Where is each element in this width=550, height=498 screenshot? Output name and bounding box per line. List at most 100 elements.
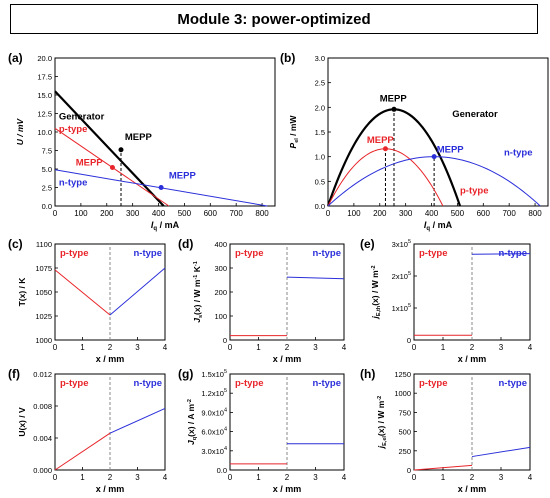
x-axis-label: Iq / mA (151, 220, 180, 232)
y-tick-label: 1000 (35, 336, 52, 345)
annotation-label: MEPP (380, 93, 408, 104)
x-tick-label: 3 (135, 343, 140, 352)
panel-letter: (g) (178, 367, 193, 381)
mepp-point (109, 165, 115, 171)
y-tick-label: 1050 (35, 288, 52, 297)
x-axis-label-main: x / mm (458, 484, 487, 494)
x-tick-label: 4 (342, 473, 347, 482)
annotation-label: Generator (452, 109, 498, 120)
x-tick-label: 2 (470, 343, 475, 352)
y-axis-label-unit: (x) / W m (192, 279, 202, 315)
y-tick-label: 0.012 (33, 370, 52, 379)
x-tick-label: 1 (80, 473, 85, 482)
y-axis-label-unit: (x) / A m (186, 404, 196, 437)
y-tick-mantissa: 15.0 (37, 91, 52, 100)
y-tick-label: 0.008 (33, 402, 52, 411)
y-tick-label: 10.0 (37, 128, 52, 137)
panel-letter: (f) (8, 367, 20, 381)
y-tick-label: 300 (214, 264, 227, 273)
y-tick-mantissa: 1100 (36, 240, 52, 249)
region-label-n-type: n-type (499, 248, 528, 259)
y-tick-label: 1x105 (392, 303, 411, 313)
y-tick-label: 1100 (36, 240, 52, 249)
y-axis-label-main: T(x) / K (17, 277, 27, 307)
y-tick-mantissa: 2.5 (315, 79, 325, 88)
region-label-n-type: n-type (134, 378, 163, 389)
y-axis-label-sub: E,el (382, 436, 388, 446)
y-axis-label-tail: K (192, 265, 202, 274)
y-tick-label: 200 (214, 288, 227, 297)
annotation-label: n-type (59, 177, 88, 188)
y-tick-mantissa: 0.0 (217, 466, 227, 475)
x-tick-label: 600 (204, 209, 218, 218)
region-label-p-type: p-type (235, 378, 264, 389)
region-label-p-type: p-type (60, 248, 89, 259)
region-label-n-type: n-type (134, 248, 163, 259)
x-tick-label: 1 (256, 343, 261, 352)
y-tick-mantissa: 3.0 (315, 54, 325, 63)
y-tick-mantissa: 12.5 (37, 110, 52, 119)
annotation-label: Generator (59, 111, 105, 122)
y-tick-mantissa: 2.5 (42, 184, 52, 193)
y-tick-mantissa: 5.0 (42, 165, 52, 174)
y-tick-mantissa: 0 (407, 466, 411, 475)
x-tick-label: 2 (470, 473, 475, 482)
y-tick-label: 1000 (394, 389, 411, 398)
y-tick-mantissa: 2.0 (315, 103, 325, 112)
y-axis-label-main: P (288, 142, 298, 148)
y-tick-mantissa: 300 (214, 264, 227, 273)
x-tick-label: 0 (412, 343, 417, 352)
y-tick-exponent: 4 (224, 407, 227, 413)
annotation-label: n-type (504, 148, 533, 159)
x-tick-label: 700 (229, 209, 243, 218)
y-tick-mantissa: 0.0 (42, 202, 52, 211)
y-tick-mantissa: 100 (214, 312, 227, 321)
mepp-point (431, 154, 437, 160)
x-axis-label: x / mm (273, 484, 302, 494)
x-axis-label-main: x / mm (273, 484, 302, 494)
y-axis-label-main: U / mV (15, 117, 25, 145)
y-axis-label-sub: s (198, 315, 204, 318)
x-tick-label: 1 (441, 343, 446, 352)
figure-title: Module 3: power-optimized (10, 4, 538, 34)
y-tick-label: 1075 (35, 264, 52, 273)
y-axis-label: Jq(x) / A m-2 (186, 399, 198, 445)
x-tick-label: 0 (228, 343, 233, 352)
panel-g: (g)0 1 2 3 40.03.0x1046.0x1049.0x1041.2x1051… (178, 367, 347, 494)
x-tick-label: 600 (477, 209, 491, 218)
x-tick-label: 300 (399, 209, 413, 218)
x-tick-label: 0 (53, 209, 58, 218)
x-tick-label: 300 (126, 209, 140, 218)
x-tick-label: 1 (441, 473, 446, 482)
x-tick-label: 0 (412, 473, 417, 482)
x-tick-label: 400 (152, 209, 166, 218)
y-tick-mantissa: 1000 (35, 336, 52, 345)
x-tick-label: 0 (326, 209, 331, 218)
y-tick-label: 12.5 (37, 110, 52, 119)
y-axis-label: U(x) / V (17, 407, 27, 437)
y-tick-label: 400 (214, 240, 227, 249)
series-line-Generator (54, 90, 165, 207)
y-tick-mantissa: 6.0x10 (201, 428, 224, 437)
y-axis-label-sup: -2 (371, 265, 377, 270)
y-tick-mantissa: 1.2x10 (201, 389, 224, 398)
y-tick-exponent: 5 (224, 369, 227, 375)
annotation-label: p-type (460, 186, 489, 197)
y-tick-label: 0.0 (42, 202, 52, 211)
y-tick-label: 1.0 (315, 153, 325, 162)
x-axis-label-main: x / mm (273, 354, 302, 364)
y-tick-label: 1025 (35, 312, 52, 321)
y-tick-mantissa: 1050 (35, 288, 52, 297)
y-tick-exponent: 4 (224, 427, 227, 433)
y-tick-label: 500 (398, 428, 411, 437)
y-tick-mantissa: 7.5 (42, 147, 52, 156)
y-axis-label-sub: E,th (376, 305, 382, 316)
y-tick-mantissa: 0.004 (33, 434, 52, 443)
series-line-n-type (471, 253, 531, 255)
x-axis-label-sub: q (426, 226, 430, 232)
mepp-point (382, 146, 388, 152)
y-tick-label: 0 (223, 336, 227, 345)
y-axis-label: U / mV (15, 117, 25, 145)
y-tick-mantissa: 1.0 (315, 153, 325, 162)
